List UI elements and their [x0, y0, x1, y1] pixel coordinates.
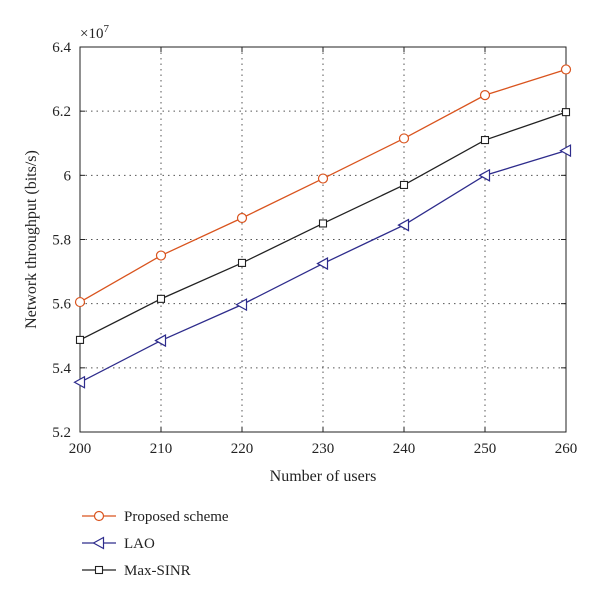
- square-marker: [75, 335, 85, 344]
- series-max-sinr: [75, 108, 571, 344]
- circle-marker: [155, 250, 167, 261]
- square-marker: [480, 135, 490, 145]
- triangle-marker: [316, 257, 329, 271]
- y-tick-label: 5.2: [52, 425, 71, 441]
- legend-label: Proposed scheme: [124, 509, 229, 525]
- x-tick-label: 200: [69, 441, 92, 457]
- y-tick-label: 5.6: [52, 297, 71, 313]
- circle-marker: [398, 133, 410, 144]
- grid: [80, 47, 566, 432]
- circle-marker: [560, 64, 572, 75]
- square-marker: [156, 294, 166, 303]
- x-axis-label: Number of users: [270, 468, 377, 485]
- y-tick-label: 6.2: [52, 104, 71, 120]
- y-tick-label: 5.4: [52, 361, 71, 377]
- y-tick-label: 5.8: [52, 233, 71, 249]
- series-proposed-scheme: [74, 64, 572, 308]
- legend-label: Max-SINR: [124, 563, 191, 579]
- y-axis-label: Network throughput (bits/s): [23, 150, 40, 329]
- x-tick-label: 230: [312, 441, 335, 457]
- square-marker: [561, 108, 571, 117]
- circle-marker: [317, 173, 329, 184]
- triangle-marker: [154, 334, 167, 348]
- x-tick-label: 240: [393, 441, 416, 457]
- triangle-marker: [235, 298, 248, 312]
- triangle-marker: [559, 144, 572, 158]
- x-tick-label: 210: [150, 441, 173, 457]
- y-axis-multiplier: ×107: [80, 23, 109, 42]
- legend-label: LAO: [124, 536, 155, 552]
- triangle-marker: [478, 168, 491, 182]
- circle-marker: [74, 296, 86, 308]
- series-lao: [73, 144, 572, 389]
- triangle-marker: [397, 218, 410, 232]
- circle-marker: [93, 510, 105, 522]
- y-tick-label: 6: [64, 168, 72, 184]
- square-marker: [318, 219, 328, 228]
- triangle-marker: [92, 536, 105, 550]
- x-tick-label: 250: [474, 441, 497, 457]
- square-marker: [237, 258, 247, 267]
- legend: Proposed scheme LAO Max-SINR: [82, 509, 229, 579]
- triangle-marker: [73, 375, 86, 389]
- legend-entry: LAO: [82, 536, 155, 552]
- square-marker: [94, 565, 104, 575]
- ticks: 200 210 220 230 240 250 260 5.2 5.4 5.6 5.8 6 6.2 6.4: [52, 40, 577, 457]
- series-group: [73, 64, 572, 389]
- circle-marker: [236, 212, 248, 224]
- x-tick-label: 220: [231, 441, 254, 457]
- circle-marker: [479, 90, 491, 101]
- y-tick-label: 6.4: [52, 40, 71, 56]
- legend-entry: Proposed scheme: [82, 509, 229, 525]
- square-marker: [399, 180, 409, 190]
- x-tick-label: 260: [555, 441, 578, 457]
- legend-entry: Max-SINR: [82, 563, 191, 579]
